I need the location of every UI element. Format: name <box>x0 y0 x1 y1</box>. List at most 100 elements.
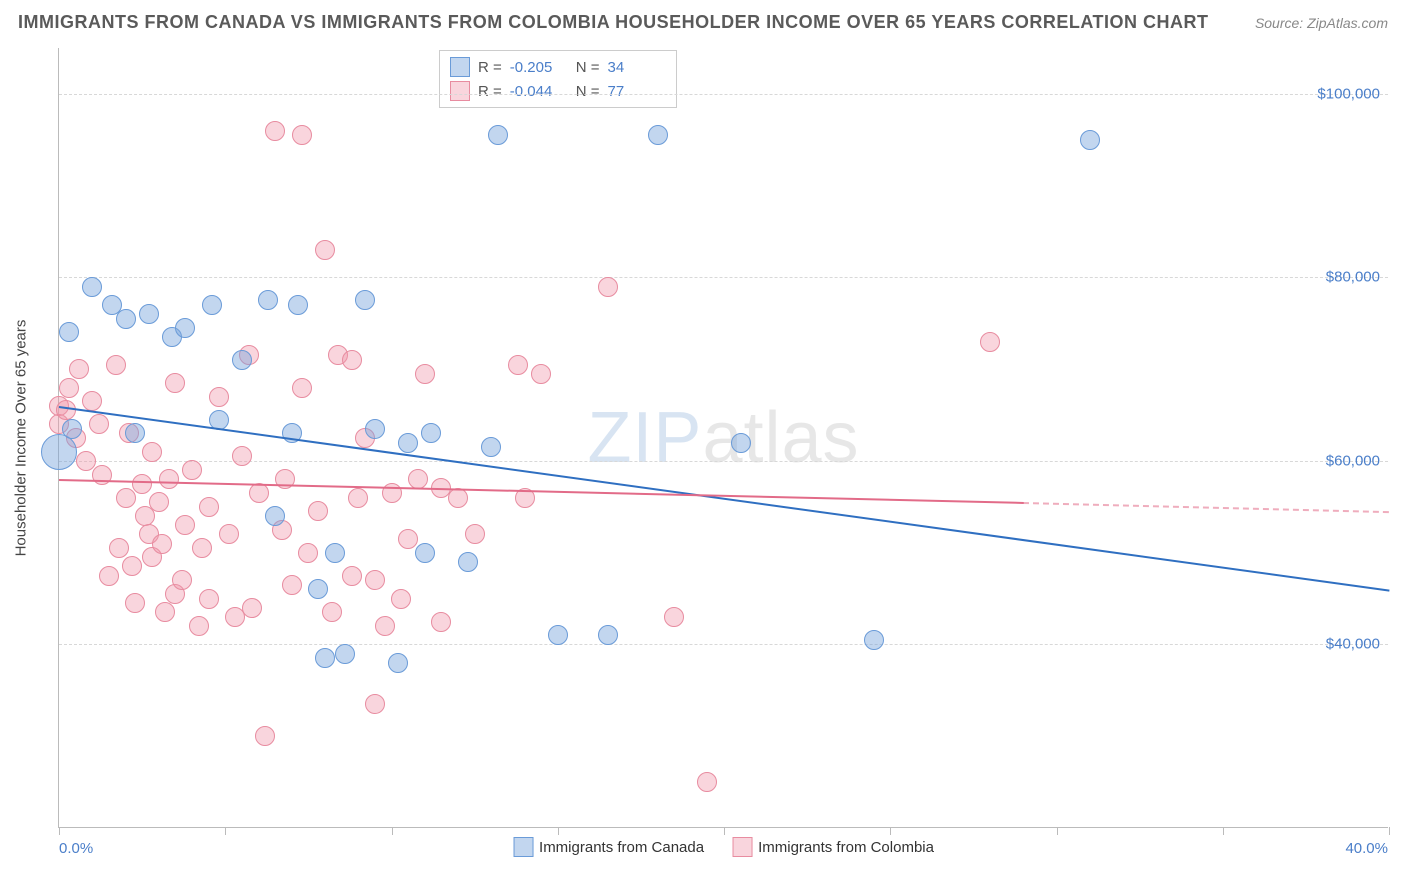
scatter-point <box>315 648 335 668</box>
scatter-point <box>398 529 418 549</box>
scatter-point <box>481 437 501 457</box>
scatter-point <box>348 488 368 508</box>
x-tick <box>1057 827 1058 835</box>
scatter-point <box>258 290 278 310</box>
scatter-point <box>308 501 328 521</box>
x-tick <box>225 827 226 835</box>
scatter-point <box>189 616 209 636</box>
scatter-point <box>388 653 408 673</box>
scatter-point <box>292 378 312 398</box>
scatter-point <box>980 332 1000 352</box>
scatter-point <box>56 400 76 420</box>
scatter-chart: Householder Income Over 65 years ZIPatla… <box>58 48 1388 828</box>
scatter-point <box>465 524 485 544</box>
scatter-point <box>82 277 102 297</box>
stat-r-label: R = <box>478 83 502 100</box>
legend-label: Immigrants from Canada <box>539 839 704 856</box>
legend-swatch <box>513 837 533 857</box>
scatter-point <box>421 423 441 443</box>
x-tick <box>1223 827 1224 835</box>
scatter-point <box>342 566 362 586</box>
scatter-point <box>155 602 175 622</box>
scatter-point <box>864 630 884 650</box>
scatter-point <box>59 322 79 342</box>
scatter-point <box>375 616 395 636</box>
scatter-point <box>116 488 136 508</box>
scatter-point <box>69 359 89 379</box>
scatter-point <box>175 515 195 535</box>
scatter-point <box>199 589 219 609</box>
scatter-point <box>265 506 285 526</box>
scatter-point <box>365 694 385 714</box>
scatter-point <box>298 543 318 563</box>
watermark: ZIPatlas <box>587 397 859 479</box>
x-tick <box>558 827 559 835</box>
scatter-point <box>1080 130 1100 150</box>
scatter-point <box>408 469 428 489</box>
scatter-point <box>664 607 684 627</box>
scatter-point <box>355 290 375 310</box>
x-axis-max-label: 40.0% <box>1345 840 1388 857</box>
scatter-point <box>458 552 478 572</box>
scatter-point <box>76 451 96 471</box>
stat-r-value: -0.044 <box>510 83 568 100</box>
stat-n-value: 77 <box>608 83 666 100</box>
scatter-point <box>125 593 145 613</box>
scatter-point <box>365 419 385 439</box>
scatter-point <box>282 575 302 595</box>
legend-item: Immigrants from Canada <box>513 837 704 857</box>
scatter-point <box>139 304 159 324</box>
scatter-point <box>335 644 355 664</box>
scatter-point <box>308 579 328 599</box>
scatter-point <box>182 460 202 480</box>
stat-n-label: N = <box>576 59 600 76</box>
y-axis-title: Householder Income Over 65 years <box>13 319 30 556</box>
scatter-point <box>192 538 212 558</box>
scatter-point <box>175 318 195 338</box>
scatter-point <box>199 497 219 517</box>
legend-item: Immigrants from Colombia <box>732 837 934 857</box>
scatter-point <box>159 469 179 489</box>
scatter-point <box>415 364 435 384</box>
scatter-point <box>697 772 717 792</box>
stat-r-label: R = <box>478 59 502 76</box>
scatter-point <box>598 277 618 297</box>
scatter-point <box>172 570 192 590</box>
x-tick <box>392 827 393 835</box>
stats-row: R = -0.044 N = 77 <box>450 79 666 103</box>
scatter-point <box>142 442 162 462</box>
scatter-point <box>255 726 275 746</box>
scatter-point <box>132 474 152 494</box>
scatter-point <box>109 538 129 558</box>
y-tick-label: $40,000 <box>1326 636 1380 653</box>
y-tick-label: $80,000 <box>1326 269 1380 286</box>
stat-n-value: 34 <box>608 59 666 76</box>
x-axis-min-label: 0.0% <box>59 840 93 857</box>
scatter-point <box>116 309 136 329</box>
scatter-point <box>62 419 82 439</box>
scatter-point <box>415 543 435 563</box>
scatter-point <box>398 433 418 453</box>
gridline <box>59 461 1388 462</box>
scatter-point <box>219 524 239 544</box>
scatter-point <box>165 373 185 393</box>
y-tick-label: $60,000 <box>1326 452 1380 469</box>
legend-swatch <box>450 81 470 101</box>
scatter-point <box>648 125 668 145</box>
scatter-point <box>99 566 119 586</box>
stat-n-label: N = <box>576 83 600 100</box>
scatter-point <box>242 598 262 618</box>
x-tick <box>59 827 60 835</box>
series-legend: Immigrants from Canada Immigrants from Co… <box>513 837 934 857</box>
scatter-point <box>125 423 145 443</box>
scatter-point <box>548 625 568 645</box>
scatter-point <box>82 391 102 411</box>
scatter-point <box>322 602 342 622</box>
scatter-point <box>508 355 528 375</box>
scatter-point <box>325 543 345 563</box>
scatter-point <box>265 121 285 141</box>
scatter-point <box>59 378 79 398</box>
gridline <box>59 277 1388 278</box>
legend-swatch <box>732 837 752 857</box>
chart-title: IMMIGRANTS FROM CANADA VS IMMIGRANTS FRO… <box>18 12 1209 33</box>
